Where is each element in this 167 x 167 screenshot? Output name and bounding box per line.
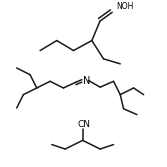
Text: NOH: NOH — [116, 3, 133, 12]
Text: CN: CN — [77, 120, 90, 129]
Text: N: N — [83, 76, 90, 86]
